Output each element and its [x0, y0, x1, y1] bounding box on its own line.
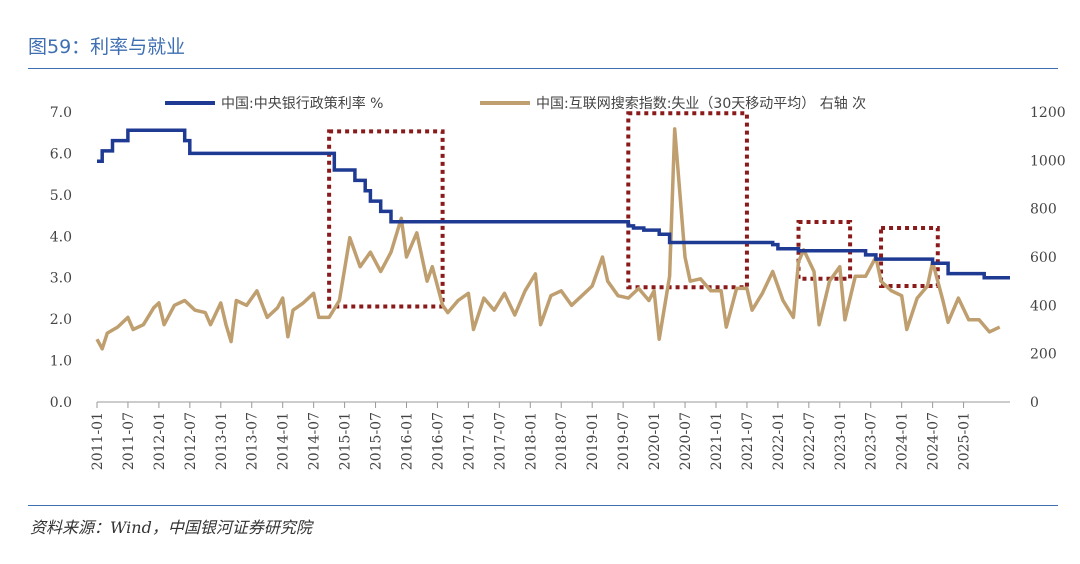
x-tick-label: 2021-01 [709, 412, 725, 470]
x-tick-label: 2012-07 [183, 412, 199, 470]
highlight-boxes [327, 111, 940, 309]
x-tick-label: 2022-01 [771, 412, 787, 470]
source-note: 资料来源：Wind，中国银河证券研究院 [30, 518, 312, 537]
right-y-axis: 0 200 400 600 800 1000 1200 [1030, 105, 1066, 411]
right-y-tick-label: 800 [1030, 202, 1057, 218]
x-tick-label: 2016-07 [430, 412, 446, 470]
x-tick-label: 2025-01 [957, 412, 973, 470]
left-y-tick-label: 5.0 [50, 188, 72, 204]
series-line-policy-rate [97, 128, 1010, 280]
x-tick-label: 2011-01 [90, 412, 106, 470]
footer-divider [28, 505, 1058, 506]
left-y-axis: 0.0 1.0 2.0 3.0 4.0 5.0 6.0 7.0 [50, 105, 72, 411]
x-tick-label: 2014-01 [276, 412, 292, 470]
legend-label-search-index: 中国:互联网搜索指数:失业（30天移动平均） 右轴 次 [536, 95, 866, 112]
left-y-tick-label: 6.0 [50, 146, 72, 162]
x-tick-label: 2017-07 [492, 412, 508, 470]
right-y-tick-label: 1200 [1030, 105, 1066, 121]
series-line-search-index [95, 127, 1001, 351]
right-y-tick-label: 600 [1030, 250, 1057, 266]
x-tick-label: 2019-01 [585, 412, 601, 470]
left-y-tick-label: 3.0 [50, 271, 72, 287]
x-tick-label: 2014-07 [307, 412, 323, 470]
x-tick-label: 2015-01 [338, 412, 354, 470]
highlight-box-2 [626, 111, 749, 290]
right-y-tick-label: 400 [1030, 298, 1057, 314]
x-tick-label: 2020-07 [678, 412, 694, 470]
x-tick-label: 2023-01 [833, 412, 849, 470]
legend: 中国:中央银行政策利率 % 中国:互联网搜索指数:失业（30天移动平均） 右轴 次 [165, 95, 866, 112]
left-y-tick-label: 1.0 [50, 354, 72, 370]
x-tick-label: 2024-01 [895, 412, 911, 470]
x-tick-label: 2018-07 [554, 412, 570, 470]
x-tick-label: 2011-07 [121, 412, 137, 470]
left-y-tick-label: 7.0 [50, 105, 72, 121]
left-y-tick-label: 2.0 [50, 312, 72, 328]
x-tick-label: 2018-01 [523, 412, 539, 470]
x-axis: 2011-01 2011-07 2012-01 2012-07 2013-01 2013-… [90, 401, 1010, 470]
right-y-tick-label: 0 [1030, 395, 1039, 411]
x-tick-label: 2012-01 [152, 412, 168, 470]
right-y-tick-label: 200 [1030, 347, 1057, 363]
x-tick-label: 2022-07 [802, 412, 818, 470]
highlight-box-3 [796, 219, 853, 281]
legend-label-policy-rate: 中国:中央银行政策利率 % [221, 95, 383, 112]
x-tick-label: 2020-01 [647, 412, 663, 470]
chart-area: 0.0 1.0 2.0 3.0 4.0 5.0 6.0 7.0 0 200 400 600 800 10… [50, 95, 1066, 470]
x-tick-label: 2016-01 [399, 412, 415, 470]
x-tick-label: 2013-07 [245, 412, 261, 470]
figure-title: 图59：利率与就业 [28, 36, 186, 58]
x-tick-label: 2021-07 [740, 412, 756, 470]
x-tick-label: 2015-07 [369, 412, 385, 470]
x-tick-label: 2019-07 [616, 412, 632, 470]
series-lines [95, 127, 1010, 351]
x-tick-label: 2013-01 [214, 412, 230, 470]
highlight-box-1 [327, 129, 445, 309]
left-y-tick-label: 0.0 [50, 395, 72, 411]
right-y-tick-label: 1000 [1030, 153, 1066, 169]
x-tick-label: 2017-01 [461, 412, 477, 470]
highlight-box-4 [879, 226, 940, 288]
left-y-tick-label: 4.0 [50, 229, 72, 245]
title-divider [28, 68, 1058, 69]
x-tick-label: 2024-07 [926, 412, 942, 470]
x-tick-label: 2023-07 [864, 412, 880, 470]
